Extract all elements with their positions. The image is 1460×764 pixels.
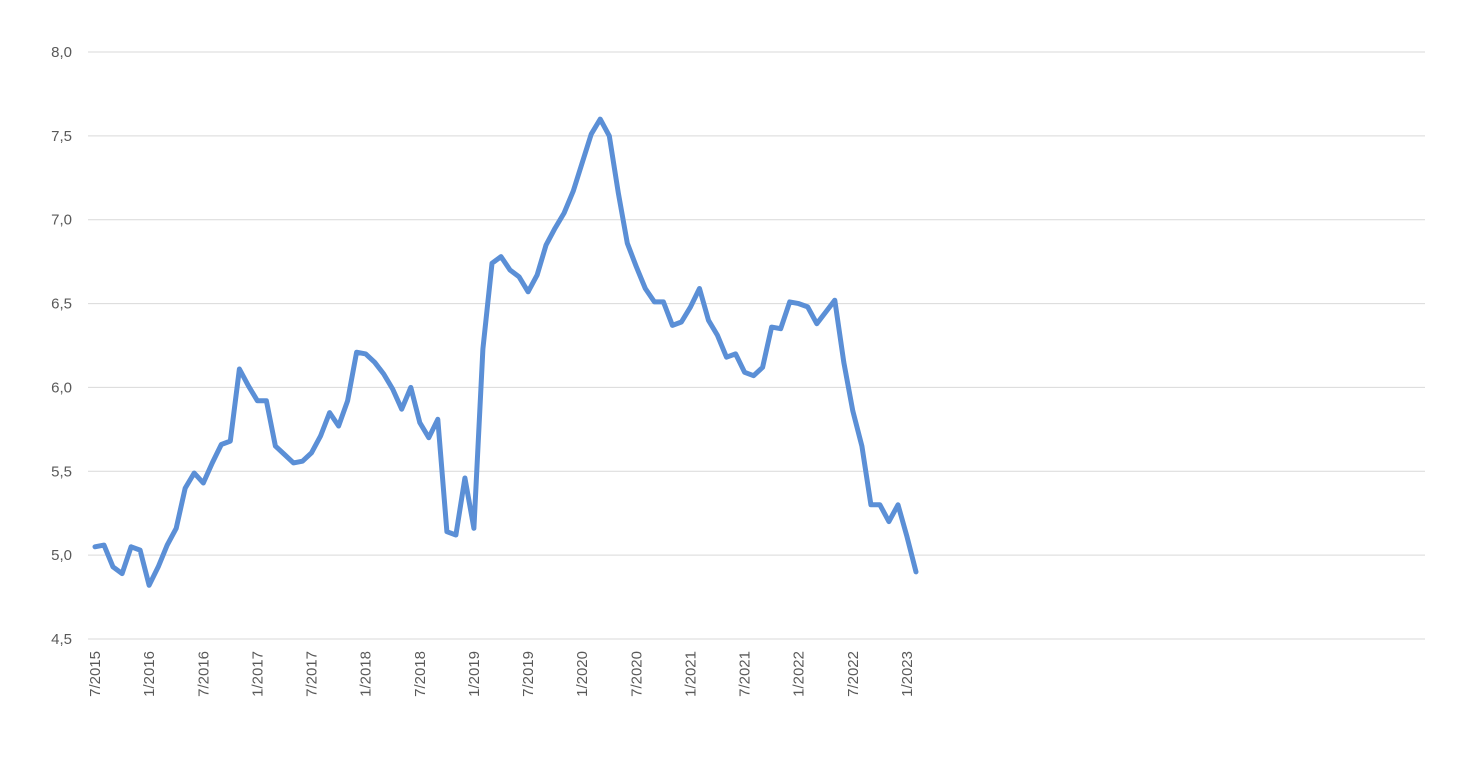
y-tick-label: 7,0 bbox=[51, 212, 72, 229]
y-tick-label: 5,0 bbox=[51, 547, 72, 564]
x-tick-label: 1/2017 bbox=[249, 651, 266, 697]
y-tick-label: 6,5 bbox=[51, 296, 72, 313]
y-tick-label: 8,0 bbox=[51, 44, 72, 61]
x-tick-label: 1/2023 bbox=[899, 651, 916, 697]
x-tick-label: 7/2020 bbox=[628, 651, 645, 697]
series-line bbox=[92, 116, 919, 588]
x-tick-label: 1/2021 bbox=[682, 651, 699, 697]
x-tick-label: 7/2016 bbox=[195, 651, 212, 697]
series-group bbox=[92, 116, 919, 588]
x-axis-tick-labels: 7/2015 1/2016 7/2016 1/2017 7/2017 1/2018 7/20… bbox=[87, 651, 916, 697]
x-tick-label: 7/2015 bbox=[87, 651, 104, 697]
gridlines bbox=[88, 51, 1425, 640]
y-tick-label: 6,0 bbox=[51, 379, 72, 396]
x-tick-label: 1/2022 bbox=[791, 651, 808, 697]
x-tick-label: 7/2019 bbox=[520, 651, 537, 697]
x-tick-label: 7/2021 bbox=[737, 651, 754, 697]
x-tick-label: 1/2020 bbox=[574, 651, 591, 697]
y-tick-label: 5,5 bbox=[51, 463, 72, 480]
x-tick-label: 1/2016 bbox=[141, 651, 158, 697]
y-tick-label: 7,5 bbox=[51, 128, 72, 145]
x-tick-label: 7/2018 bbox=[412, 651, 429, 697]
x-tick-label: 7/2017 bbox=[304, 651, 321, 697]
x-tick-label: 7/2022 bbox=[845, 651, 862, 697]
x-tick-label: 1/2019 bbox=[466, 651, 483, 697]
y-tick-label: 4,5 bbox=[51, 631, 72, 648]
y-axis-tick-labels: 4,5 5,0 5,5 6,0 6,5 7,0 7,5 8,0 bbox=[51, 44, 72, 648]
x-tick-label: 1/2018 bbox=[358, 651, 375, 697]
